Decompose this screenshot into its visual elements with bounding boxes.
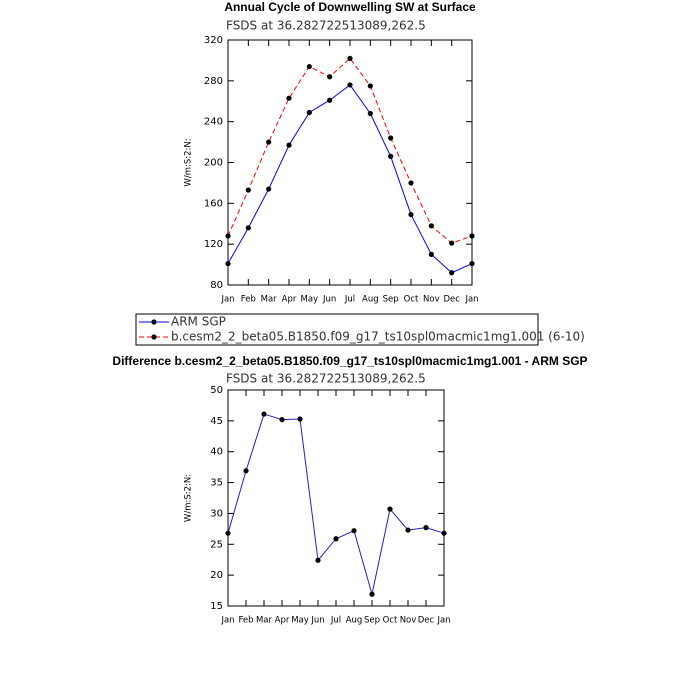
x-tick-label: Nov bbox=[400, 616, 417, 626]
data-point bbox=[225, 260, 231, 267]
data-point bbox=[286, 142, 292, 148]
y-tick-label: 280 bbox=[204, 76, 223, 87]
legend-marker bbox=[151, 334, 157, 340]
data-point bbox=[243, 468, 249, 474]
data-point bbox=[286, 95, 292, 101]
data-point bbox=[441, 530, 447, 536]
data-point bbox=[428, 251, 434, 257]
data-point bbox=[327, 74, 333, 80]
data-point bbox=[408, 180, 414, 186]
data-point bbox=[266, 139, 272, 145]
y-tick-label: 25 bbox=[210, 539, 223, 550]
x-tick-label: Mar bbox=[256, 616, 273, 626]
data-point bbox=[266, 186, 272, 192]
y-tick-label: 120 bbox=[204, 239, 223, 250]
data-point bbox=[297, 416, 303, 422]
x-tick-label: Apr bbox=[282, 295, 297, 305]
data-point bbox=[225, 530, 231, 536]
legend-label: ARM SGP bbox=[171, 315, 226, 329]
data-point bbox=[408, 211, 414, 218]
x-tick-label: Jan bbox=[464, 295, 478, 305]
data-point bbox=[327, 97, 333, 103]
data-point bbox=[388, 135, 394, 141]
x-tick-label: Jul bbox=[344, 295, 355, 305]
data-point bbox=[306, 109, 312, 116]
plot-frame bbox=[227, 389, 445, 607]
legend-marker bbox=[151, 319, 157, 325]
y-tick-label: 45 bbox=[210, 416, 223, 427]
data-point bbox=[367, 83, 373, 89]
x-tick-label: Jul bbox=[330, 616, 341, 626]
data-point bbox=[428, 223, 434, 229]
y-axis-label: W/m:S:2:N: bbox=[184, 474, 194, 522]
chart-title: Difference b.cesm2_2_beta05.B1850.f09_g1… bbox=[112, 354, 587, 368]
data-point bbox=[245, 225, 251, 231]
x-tick-label: Jun bbox=[322, 295, 336, 305]
y-tick-label: 320 bbox=[204, 35, 223, 46]
x-tick-label: Mar bbox=[261, 295, 278, 305]
x-tick-label: Oct bbox=[383, 616, 398, 626]
x-tick-label: Apr bbox=[275, 616, 290, 626]
x-tick-label: May bbox=[291, 616, 309, 626]
x-tick-label: Jun bbox=[310, 616, 324, 626]
x-tick-label: Aug bbox=[346, 616, 363, 626]
data-point bbox=[333, 536, 339, 542]
data-point bbox=[449, 270, 455, 276]
y-tick-label: 40 bbox=[210, 447, 223, 458]
y-tick-label: 20 bbox=[210, 570, 223, 581]
data-point bbox=[469, 260, 475, 267]
data-point bbox=[387, 506, 393, 512]
data-point bbox=[449, 240, 455, 246]
data-point bbox=[225, 233, 231, 239]
legend-box bbox=[135, 313, 539, 346]
data-point bbox=[315, 557, 321, 563]
data-point bbox=[347, 82, 353, 88]
x-tick-label: Aug bbox=[362, 295, 379, 305]
x-tick-label: Jan bbox=[436, 616, 450, 626]
x-tick-label: Feb bbox=[241, 295, 256, 305]
x-tick-label: Sep bbox=[364, 616, 380, 626]
chart-subtitle: FSDS at 36.282722513089,262.5 bbox=[226, 372, 426, 386]
data-point bbox=[351, 528, 357, 534]
x-tick-label: Nov bbox=[423, 295, 440, 305]
y-tick-label: 50 bbox=[210, 385, 223, 396]
y-tick-label: 15 bbox=[210, 601, 223, 612]
data-point bbox=[306, 63, 312, 70]
chart-subtitle: FSDS at 36.282722513089,262.5 bbox=[226, 19, 426, 33]
y-tick-label: 35 bbox=[210, 478, 223, 489]
x-tick-label: Feb bbox=[238, 616, 253, 626]
x-tick-label: Sep bbox=[383, 295, 399, 305]
y-tick-label: 30 bbox=[210, 508, 223, 519]
y-tick-label: 200 bbox=[204, 158, 223, 169]
legend-label: b.cesm2_2_beta05.B1850.f09_g17_ts10spl0m… bbox=[171, 330, 585, 344]
data-point bbox=[279, 417, 285, 423]
y-axis-label: W/m:S:2:N: bbox=[184, 138, 194, 186]
data-point bbox=[367, 110, 373, 117]
plot-frame bbox=[227, 39, 473, 286]
data-point bbox=[369, 591, 375, 597]
x-tick-label: Dec bbox=[443, 295, 460, 305]
chart-title: Annual Cycle of Downwelling SW at Surfac… bbox=[224, 0, 476, 14]
data-point bbox=[261, 411, 267, 417]
x-tick-label: Jan bbox=[220, 616, 234, 626]
y-tick-label: 80 bbox=[210, 280, 223, 291]
data-point bbox=[405, 527, 411, 533]
x-tick-label: Dec bbox=[418, 616, 435, 626]
data-point bbox=[388, 153, 394, 159]
data-point bbox=[245, 187, 251, 193]
data-point bbox=[469, 233, 475, 239]
y-tick-label: 160 bbox=[204, 198, 223, 209]
y-tick-label: 240 bbox=[204, 117, 223, 128]
x-tick-label: Oct bbox=[404, 295, 419, 305]
data-point bbox=[347, 55, 353, 61]
x-tick-label: Jan bbox=[220, 295, 234, 305]
series-line bbox=[227, 413, 445, 595]
data-point bbox=[423, 525, 429, 531]
series-line bbox=[227, 84, 473, 274]
x-tick-label: May bbox=[301, 295, 319, 305]
